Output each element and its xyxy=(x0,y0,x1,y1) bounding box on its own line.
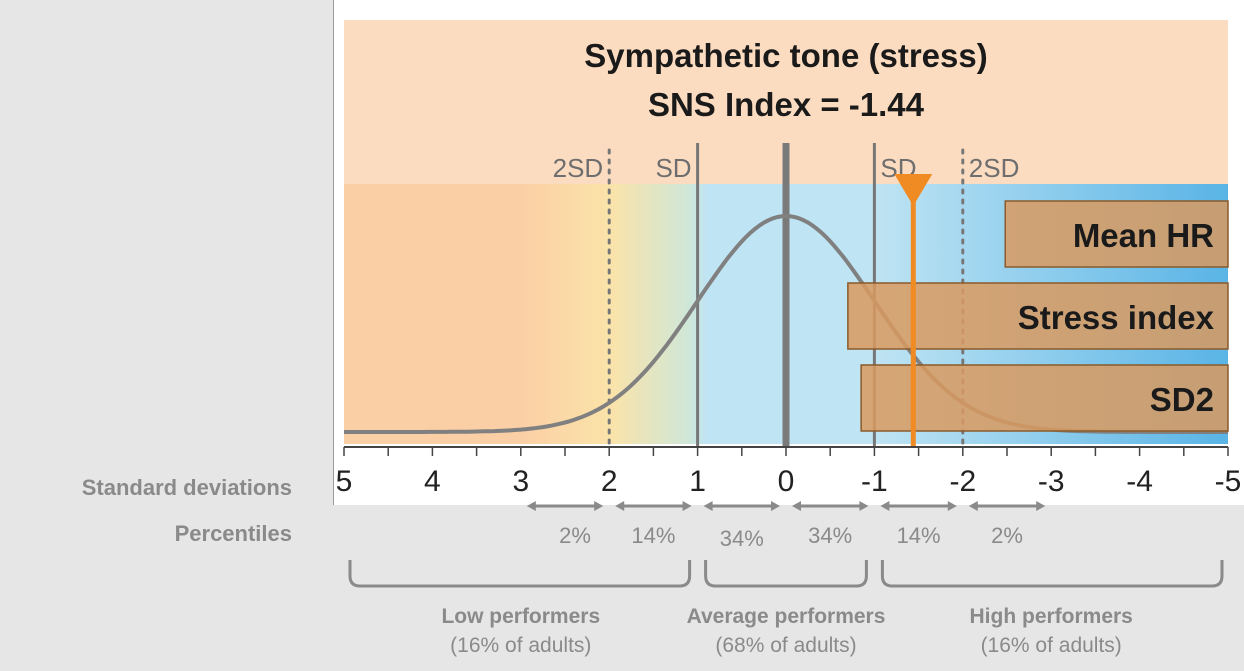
percentile-label: 2% xyxy=(991,523,1023,548)
x-tick-label: 5 xyxy=(336,465,353,498)
x-tick-label: 4 xyxy=(424,465,441,498)
performer-bracket xyxy=(704,560,868,588)
performer-group-name: Average performers xyxy=(687,605,886,628)
x-tick-label: -1 xyxy=(861,465,888,498)
x-tick-label: -5 xyxy=(1215,465,1242,498)
percentile-arrowhead xyxy=(859,501,869,511)
percentile-label: 14% xyxy=(631,523,675,548)
sns-marker-triangle xyxy=(894,174,933,206)
percentile-label: 14% xyxy=(897,523,941,548)
percentile-label: 34% xyxy=(720,526,764,551)
sd-lines: 2SD SD SD 2SD xyxy=(553,143,1020,449)
performer-groups: Low performers (16% of adults) Average per… xyxy=(348,560,1224,657)
x-tick-label: 1 xyxy=(689,465,706,498)
metric-bar-label: SD2 xyxy=(1150,381,1214,418)
percentile-arrowhead xyxy=(792,501,801,511)
x-tick-label: 2 xyxy=(601,465,618,498)
bars-layer: Mean HR Stress index SD2 xyxy=(847,200,1229,432)
percentile-arrowhead xyxy=(968,501,978,511)
performer-group-name: Low performers xyxy=(441,605,600,628)
metric-bar xyxy=(1004,200,1229,268)
percentile-arrowhead xyxy=(615,501,625,511)
performer-group-share: (16% of adults) xyxy=(981,634,1122,657)
metric-bar xyxy=(860,364,1229,432)
std-dev-row-label: Standard deviations xyxy=(82,475,292,500)
sd-label: SD xyxy=(655,153,691,183)
performer-group-name: High performers xyxy=(970,605,1133,628)
performer-bracket xyxy=(880,560,1224,588)
performer-group-share: (16% of adults) xyxy=(450,634,591,657)
percentile-arrowhead xyxy=(594,501,604,511)
percentile-arrowhead xyxy=(1036,501,1046,511)
percentile-arrowhead xyxy=(880,501,890,511)
percentile-arrowhead xyxy=(771,501,780,511)
metric-bar-label: Stress index xyxy=(1018,299,1215,336)
percentile-label: 2% xyxy=(559,523,591,548)
x-tick-label: 0 xyxy=(778,465,795,498)
percentile-label: 34% xyxy=(808,523,852,548)
sd-label: 2SD xyxy=(969,153,1020,183)
percentile-arrowhead xyxy=(703,501,713,511)
x-tick-label: -3 xyxy=(1038,465,1065,498)
percentiles-row-label: Percentiles xyxy=(175,521,292,546)
x-tick-label: -4 xyxy=(1126,465,1153,498)
percentile-arrows: 2% 14% 34% 34% 14% 2% xyxy=(526,501,1046,551)
x-tick-label: 3 xyxy=(512,465,529,498)
metric-bar-label: Mean HR xyxy=(1073,217,1214,254)
marker-layer xyxy=(894,174,933,447)
chart-subtitle: SNS Index = -1.44 xyxy=(648,86,925,123)
percentile-arrowhead xyxy=(947,501,957,511)
chart-title: Sympathetic tone (stress) xyxy=(584,37,987,74)
performer-bracket xyxy=(348,560,692,588)
x-axis: 5 4 3 2 1 0 -1 -2 -3 -4 -5 xyxy=(336,446,1242,498)
x-tick-label: -2 xyxy=(949,465,976,498)
sd-label: 2SD xyxy=(553,153,604,183)
percentile-arrowhead xyxy=(526,501,536,511)
performer-group-share: (68% of adults) xyxy=(715,634,856,657)
percentile-arrowhead xyxy=(682,501,692,511)
